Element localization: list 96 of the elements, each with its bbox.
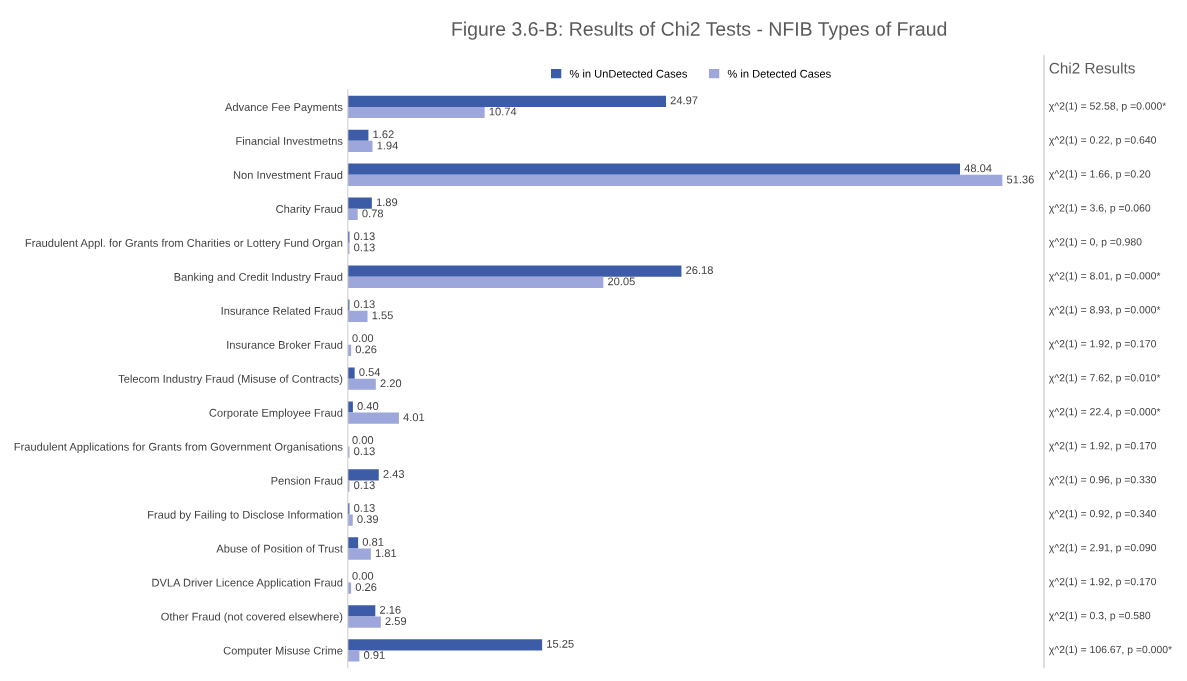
y-tick-label: Fraudulent Appl. for Grants from Charities or Lottery Fund Organ: [25, 238, 343, 250]
data-label: 0.26: [355, 583, 377, 592]
data-label: 0.39: [357, 515, 379, 524]
data-label: 0.40: [357, 402, 379, 410]
data-label: 0.13: [354, 447, 375, 456]
text: χ^2(1) = 1.66, p =0.20: [1048, 169, 1151, 180]
data-label: 24.97: [670, 96, 698, 105]
data-label: 0.13: [354, 300, 375, 309]
data-label: 20.05: [608, 277, 635, 286]
text: χ^2(1) = 2.91, p =0.090: [1048, 543, 1157, 554]
y-tick-label: Insurance Broker Fraud: [227, 340, 343, 349]
bar: [347, 537, 359, 549]
bar: [347, 310, 368, 322]
bar: [347, 412, 399, 424]
bar: [347, 616, 381, 628]
bar: [347, 197, 372, 209]
y-tick-label: Insurance Related Fraud: [221, 306, 343, 315]
bar: [347, 514, 353, 526]
y-tick-label: Charity Fraud: [276, 204, 343, 216]
bar: [347, 367, 355, 379]
data-label: 1.62: [373, 130, 394, 139]
data-label: 2.43: [383, 470, 405, 478]
bar: [347, 401, 353, 413]
bar: [347, 548, 371, 560]
y-tick-label: Non Investment Fraud: [233, 170, 343, 179]
data-label: 51.36: [1006, 175, 1034, 184]
bar: [347, 106, 485, 119]
text: χ^2(1) = 8.93, p =0.000*: [1048, 305, 1161, 316]
bar: [347, 639, 543, 651]
data-label: 2.59: [385, 617, 407, 626]
y-tick-label: Pension Fraud: [271, 476, 343, 485]
data-label: 0.81: [362, 537, 384, 546]
data-label: 0.78: [362, 209, 384, 218]
text: χ^2(1) = 52.58, p =0.000*: [1048, 102, 1167, 112]
data-label: 1.81: [375, 549, 397, 558]
data-label: 0.26: [355, 345, 377, 354]
text: χ^2(1) = 0.22, p =0.640: [1048, 135, 1157, 146]
data-label: 1.89: [376, 198, 398, 207]
data-label: 0.13: [354, 232, 375, 241]
data-label: 0.00: [352, 436, 374, 444]
chart-title: Figure 3.6-B: Results of Chi2 Tests - NFIB Types of Fraud: [452, 21, 947, 40]
text: Chi2 Results: [1049, 62, 1135, 74]
text: χ^2(1) = 1.92, p =0.170: [1048, 577, 1157, 588]
y-tick-label: Fraud by Failing to Disclose Information: [148, 510, 343, 521]
bar: [347, 174, 1003, 187]
y-tick-label: Abuse of Position of Trust: [216, 544, 343, 553]
text: χ^2(1) = 0, p =0.980: [1048, 237, 1142, 248]
bar: [347, 650, 360, 662]
bar: [347, 140, 373, 153]
data-label: 1.55: [372, 311, 393, 320]
legend-label: % in UnDetected Cases: [569, 69, 688, 78]
text: χ^2(1) = 7.62, p =0.010*: [1048, 373, 1161, 384]
data-label: 1.94: [377, 141, 398, 150]
data-label: 0.00: [352, 571, 374, 580]
bar: [347, 469, 379, 481]
data-label: 0.13: [354, 243, 375, 252]
bar: [347, 582, 352, 594]
y-tick-label: Advance Fee Payments: [225, 102, 343, 114]
data-label: 48.04: [964, 164, 992, 173]
text: χ^2(1) = 22.4, p =0.000*: [1048, 407, 1161, 418]
data-label: 2.16: [380, 605, 401, 614]
y-tick-label: Other Fraud (not covered elsewhere): [161, 612, 343, 623]
y-tick-label: DVLA Driver Licence Application Fraud: [152, 578, 343, 589]
bar: [347, 208, 358, 220]
text: χ^2(1) = 0.96, p =0.330: [1048, 475, 1157, 486]
text: χ^2(1) = 1.92, p =0.170: [1048, 339, 1157, 350]
data-label: 2.20: [380, 379, 402, 388]
y-tick-label: Corporate Employee Fraud: [209, 408, 343, 419]
bar: [347, 163, 961, 175]
text: χ^2(1) = 106.67, p =0.000*: [1048, 645, 1172, 656]
data-label: 10.74: [489, 107, 517, 116]
data-label: 0.13: [354, 504, 375, 512]
bar: [347, 378, 376, 390]
bar: [347, 129, 369, 141]
y-tick-label: Telecom Industry Fraud (Misuse of Contracts): [118, 374, 343, 385]
bar: [347, 276, 604, 288]
data-label: 0.13: [354, 481, 375, 490]
y-tick-label: Fraudulent Applications for Grants from Government Organisations: [14, 442, 343, 453]
data-label: 0.91: [363, 651, 385, 659]
text: χ^2(1) = 8.01, p =0.000*: [1048, 271, 1161, 282]
text: χ^2(1) = 1.92, p =0.170: [1048, 441, 1157, 452]
y-tick-label: Financial Investmetns: [236, 136, 343, 145]
text: χ^2(1) = 3.6, p =0.060: [1048, 203, 1151, 214]
y-tick-label: Computer Misuse Crime: [223, 646, 343, 657]
bar: [347, 605, 376, 617]
data-label: 15.25: [547, 639, 574, 648]
bar: [347, 95, 667, 107]
legend-label: % in Detected Cases: [727, 69, 831, 78]
text: χ^2(1) = 0.3, p =0.580: [1048, 611, 1151, 622]
y-tick-label: Banking and Credit Industry Fraud: [174, 272, 343, 284]
data-label: 0.00: [352, 334, 374, 343]
bar: [347, 265, 682, 277]
text: χ^2(1) = 0.92, p =0.340: [1048, 509, 1157, 520]
data-label: 4.01: [403, 413, 425, 422]
data-label: 0.54: [359, 368, 381, 377]
data-label: 26.18: [686, 266, 713, 275]
